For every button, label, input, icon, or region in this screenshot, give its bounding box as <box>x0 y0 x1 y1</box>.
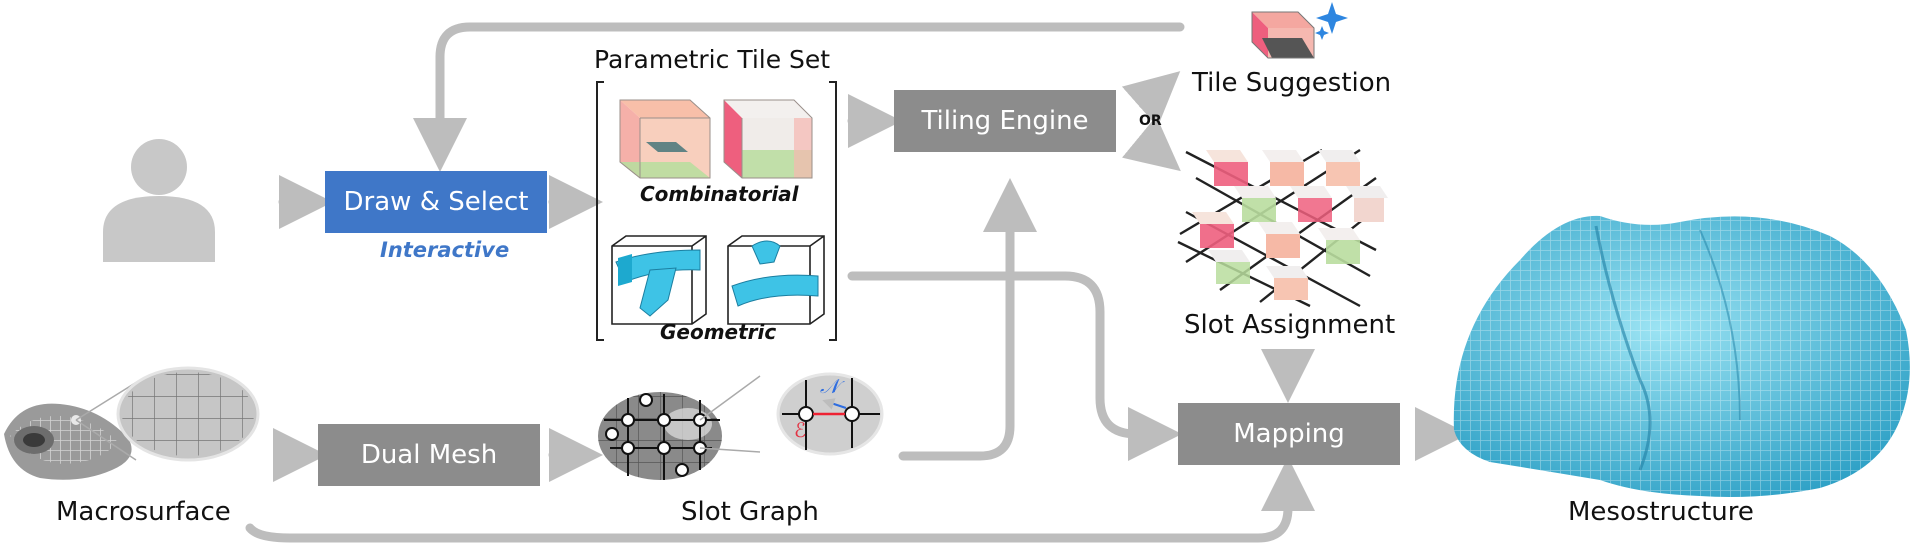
arrow-engine-to-suggestion <box>1121 71 1181 128</box>
macrosurface-label: Macrosurface <box>56 497 231 527</box>
slot-tile-10 <box>1208 250 1250 284</box>
tile-suggestion-cube <box>1251 11 1315 59</box>
combinatorial-label: Combinatorial <box>640 182 799 206</box>
mesostructure-label: Mesostructure <box>1568 497 1754 527</box>
interactive-label: Interactive <box>380 238 510 262</box>
feedback-loop-arrow <box>413 22 1185 172</box>
or-label: OR <box>1139 113 1162 129</box>
slot-tile-11 <box>1266 266 1308 300</box>
slot-graph-label: Slot Graph <box>681 497 819 527</box>
tiling-engine-box: Tiling Engine <box>894 90 1116 152</box>
macrosurface-shell <box>4 403 132 480</box>
macrosurface-zoom-lens <box>75 366 260 462</box>
arrow-engine-to-assignment <box>1121 115 1181 172</box>
arrow-tileset-to-mapping <box>847 271 1182 461</box>
tile-suggestion-label: Tile Suggestion <box>1192 68 1392 98</box>
slot-tile-6 <box>1346 186 1388 222</box>
dual-mesh-box: Dual Mesh <box>318 424 540 486</box>
slot-tile-4 <box>1234 186 1276 222</box>
parametric-tile-set-title: Parametric Tile Set <box>594 45 831 74</box>
geometric-tile-2 <box>727 235 825 325</box>
slot-tile-1 <box>1206 150 1248 186</box>
connectors <box>245 22 1469 543</box>
draw-select-box: Draw & Select <box>325 171 547 233</box>
slot-graph-mesh <box>598 372 884 480</box>
slot-tile-9 <box>1318 228 1360 264</box>
node-symbol-label: 𝒩 <box>820 374 840 398</box>
slot-tile-2 <box>1262 150 1304 186</box>
tile-set-brackets <box>596 81 837 341</box>
mapping-box: Mapping <box>1178 403 1400 465</box>
geometric-tile-1 <box>611 235 707 325</box>
slot-tile-5 <box>1290 186 1332 222</box>
slot-tile-3 <box>1318 150 1360 186</box>
combinatorial-tile-2 <box>723 99 813 179</box>
geometric-label: Geometric <box>660 320 777 344</box>
edge-symbol-label: ℰ <box>794 418 807 442</box>
mesostructure-render <box>1453 215 1910 497</box>
arrow-macro-to-mapping-bottom <box>245 457 1315 543</box>
arrow-slotgraph-to-engine <box>898 178 1037 461</box>
slot-assignment-label: Slot Assignment <box>1184 310 1396 340</box>
slot-assignment-grid <box>1177 148 1388 308</box>
slot-tile-8 <box>1258 222 1300 258</box>
slot-tile-7 <box>1192 212 1234 248</box>
combinatorial-tile-1 <box>619 99 711 179</box>
sparkle-icon <box>1315 2 1348 40</box>
user-icon <box>103 139 215 262</box>
